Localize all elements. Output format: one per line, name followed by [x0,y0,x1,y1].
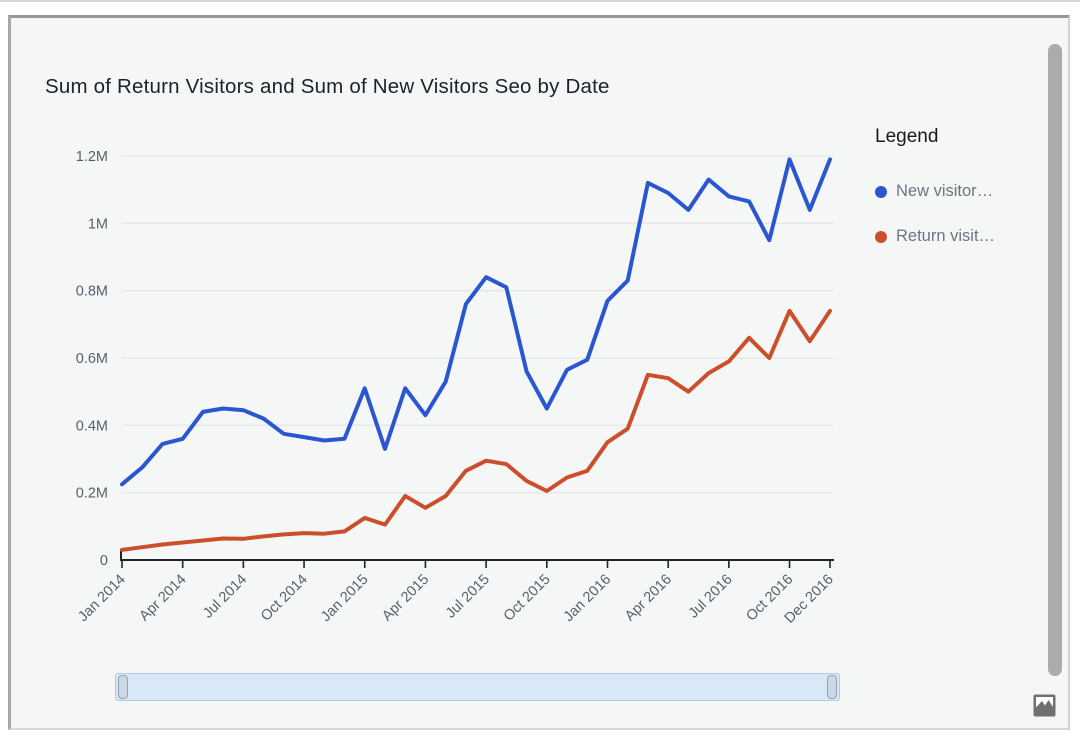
y-axis-tick-label: 0.6M [76,351,108,367]
legend-color-dot-icon [875,185,887,198]
x-axis-tick-label: Apr 2016 [622,572,675,625]
chart-legend: Legend New visitor… Return visit… [875,126,1050,272]
legend-item[interactable]: New visitor… [875,182,1050,201]
series-line-new-visitor-[interactable] [120,157,832,487]
y-axis-tick-label: 1M [88,216,108,232]
visual-card: Sum of Return Visitors and Sum of New Vi… [8,15,1070,730]
x-axis-tick-label: Jan 2015 [318,572,372,626]
vertical-scrollbar-thumb[interactable] [1048,44,1062,676]
x-axis-tick-label: Oct 2014 [258,572,311,625]
x-axis-tick-label: Oct 2015 [501,572,554,625]
x-axis-tick-label: Apr 2014 [137,572,190,625]
y-axis-tick-label: 0.4M [76,418,108,434]
legend-item[interactable]: Return visit… [875,227,1050,246]
resize-visual-icon[interactable] [1033,694,1056,717]
legend-title: Legend [875,126,939,147]
y-axis-tick-label: 0 [100,553,108,569]
date-range-slider[interactable] [115,673,840,701]
x-axis-tick-label: Jan 2014 [75,572,129,626]
x-axis-tick-label: Apr 2015 [379,572,432,625]
y-axis-tick-label: 0.2M [76,486,108,502]
x-axis-tick-label: Jul 2016 [686,572,736,622]
x-axis-tick-label: Jul 2014 [200,572,250,622]
y-axis-tick-label: 0.8M [76,284,108,300]
legend-items: New visitor… Return visit… [875,182,1050,246]
legend-item-label: Return visit… [896,227,996,245]
range-slider-left-handle[interactable] [118,675,128,699]
x-axis-tick-label: Jan 2016 [561,572,615,626]
y-axis-tick-label: 1.2M [76,149,108,165]
legend-item-label: New visitor… [896,182,994,200]
chart-title: Sum of Return Visitors and Sum of New Vi… [45,75,610,98]
x-axis-tick-label: Jul 2015 [443,572,493,622]
legend-color-dot-icon [875,230,887,243]
page-top-edge [0,0,1080,2]
range-slider-right-handle[interactable] [827,675,837,699]
series-line-return-visit-[interactable] [120,308,832,552]
